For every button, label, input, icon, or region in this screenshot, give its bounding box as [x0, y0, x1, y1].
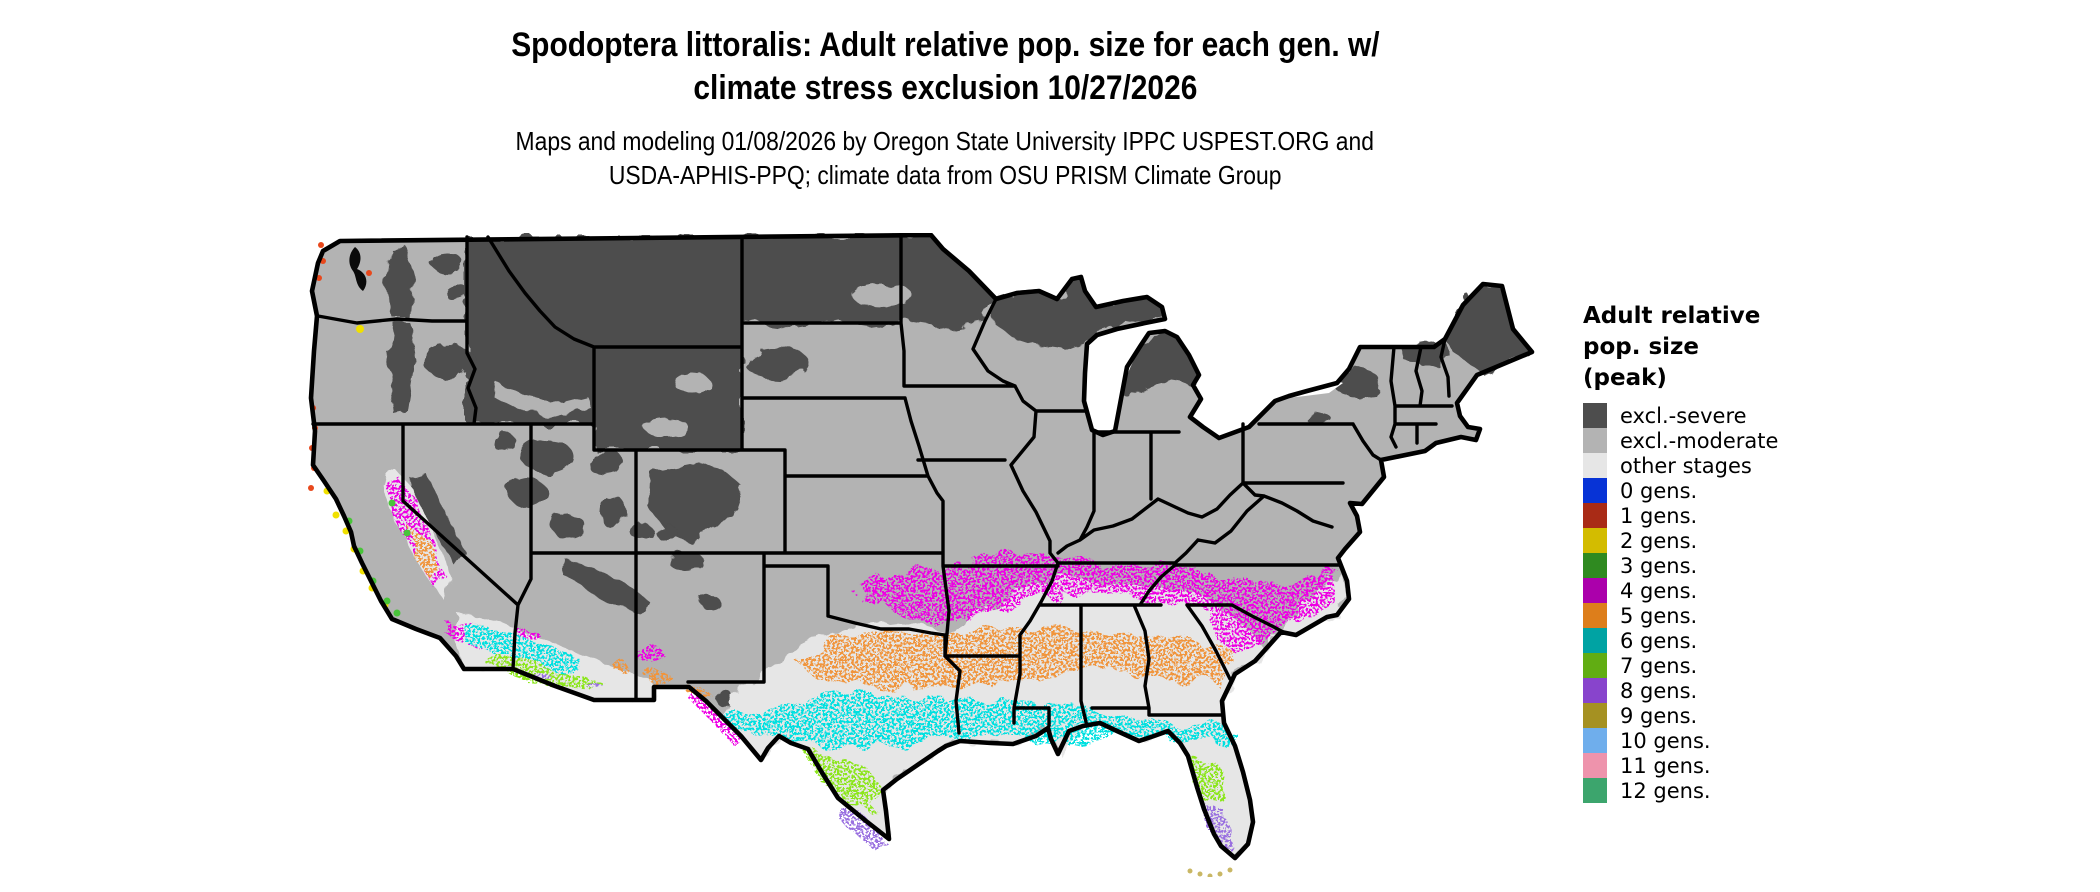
legend-swatch: [1583, 728, 1607, 753]
state-borders: [311, 235, 1454, 735]
legend-entry: 8 gens.: [1583, 678, 1913, 703]
legend-label: 3 gens.: [1620, 553, 1698, 578]
legend-swatch: [1583, 678, 1607, 703]
legend-swatch: [1583, 553, 1607, 578]
us-population-map: [297, 232, 1540, 879]
legend-entry: 1 gens.: [1583, 503, 1913, 528]
legend-swatch: [1583, 603, 1607, 628]
lake-erie: [1190, 391, 1275, 431]
map-regions-6-gens: [460, 626, 1235, 751]
map-regions-excl-severe: [384, 235, 1532, 706]
legend-entry: 11 gens.: [1583, 753, 1913, 778]
legend-entry: 5 gens.: [1583, 603, 1913, 628]
page-title: Spodoptera littoralis: Adult relative po…: [0, 24, 1890, 110]
legend-swatch: [1583, 778, 1607, 803]
subtitle-line-2: USDA-APHIS-PPQ; climate data from OSU PR…: [608, 160, 1282, 190]
legend-entry: 7 gens.: [1583, 653, 1913, 678]
lake-huron: [1153, 293, 1211, 375]
legend-swatch: [1583, 428, 1607, 453]
legend-label: 7 gens.: [1620, 653, 1698, 678]
legend-label: 1 gens.: [1620, 503, 1698, 528]
legend-label: 2 gens.: [1620, 528, 1698, 553]
legend-entry: excl.-severe: [1583, 403, 1913, 428]
legend-entry: 6 gens.: [1583, 628, 1913, 653]
title-line-1: Spodoptera littoralis: Adult relative po…: [510, 26, 1380, 64]
legend-swatch: [1583, 503, 1607, 528]
map-regions-8-gens: [528, 668, 1233, 849]
legend-label: 4 gens.: [1620, 578, 1698, 603]
legend-entry: 12 gens.: [1583, 778, 1913, 803]
legend-label: 12 gens.: [1620, 778, 1711, 803]
map-regions-9-gens-keys: [1187, 867, 1233, 879]
legend-swatch: [1583, 653, 1607, 678]
map-regions-4-gens: [382, 475, 1340, 743]
legend-swatch: [1583, 403, 1607, 428]
subtitle-line-1: Maps and modeling 01/08/2026 by Oregon S…: [515, 126, 1375, 156]
legend-label: other stages: [1620, 453, 1752, 478]
legend-entry: 4 gens.: [1583, 578, 1913, 603]
legend-entry: other stages: [1583, 453, 1913, 478]
legend-entry: 0 gens.: [1583, 478, 1913, 503]
lake-superior: [994, 257, 1163, 305]
legend-entry: 10 gens.: [1583, 728, 1913, 753]
legend-title-line-3: (peak): [1583, 365, 1667, 391]
legend-swatch: [1583, 628, 1607, 653]
legend-swatch: [1583, 753, 1607, 778]
legend-swatch: [1583, 703, 1607, 728]
us-map-svg: [308, 232, 1535, 879]
legend-entry: 3 gens.: [1583, 553, 1913, 578]
legend-label: 5 gens.: [1620, 603, 1698, 628]
legend-label: excl.-moderate: [1620, 428, 1779, 453]
map-legend: Adult relative pop. size (peak) excl.-se…: [1583, 301, 1913, 803]
legend-entry: excl.-moderate: [1583, 428, 1913, 453]
puget-sound: [349, 247, 367, 291]
legend-entry: 2 gens.: [1583, 528, 1913, 553]
legend-title-line-1: Adult relative: [1583, 303, 1761, 329]
legend-swatch: [1583, 453, 1607, 478]
legend-entry: 9 gens.: [1583, 703, 1913, 728]
us-outline: [308, 232, 1535, 861]
title-line-2: climate stress exclusion 10/27/2026: [693, 69, 1197, 107]
legend-entries: excl.-severe excl.-moderate other stages 0 …: [1583, 403, 1913, 803]
legend-label: 11 gens.: [1620, 753, 1711, 778]
legend-title-line-2: pop. size: [1583, 334, 1700, 360]
legend-label: excl.-severe: [1620, 403, 1747, 428]
legend-swatch: [1583, 478, 1607, 503]
legend-label: 10 gens.: [1620, 728, 1711, 753]
legend-label: 9 gens.: [1620, 703, 1698, 728]
legend-label: 6 gens.: [1620, 628, 1698, 653]
legend-swatch: [1583, 528, 1607, 553]
page-subtitle: Maps and modeling 01/08/2026 by Oregon S…: [0, 124, 1890, 192]
legend-label: 8 gens.: [1620, 678, 1698, 703]
legend-label: 0 gens.: [1620, 478, 1698, 503]
legend-swatch: [1583, 578, 1607, 603]
